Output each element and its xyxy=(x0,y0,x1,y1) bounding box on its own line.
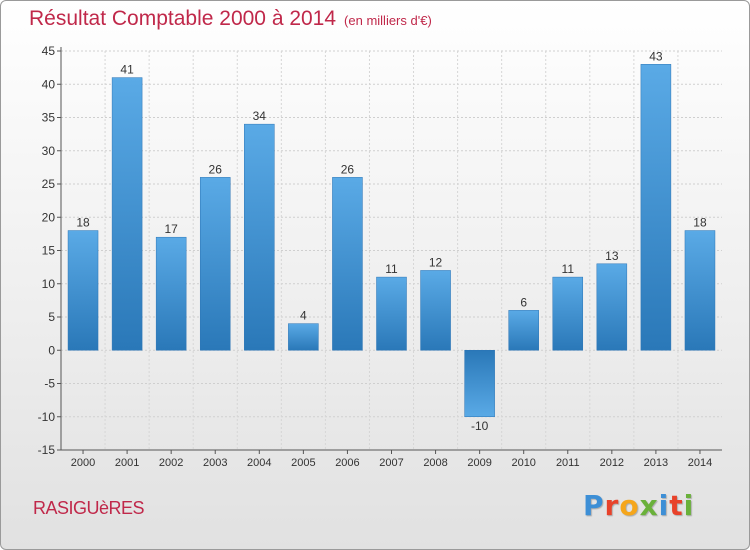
value-label: 43 xyxy=(649,49,663,63)
y-tick-label: 20 xyxy=(42,210,56,224)
value-label: 26 xyxy=(341,162,355,176)
logo-letter: i xyxy=(658,489,670,522)
x-tick-label: 2008 xyxy=(423,457,447,469)
proxiti-logo: Proxiti xyxy=(583,489,694,522)
x-tick-label: 2010 xyxy=(511,457,535,469)
bars xyxy=(67,64,716,417)
bar-2011 xyxy=(552,276,584,351)
y-tick-label: 40 xyxy=(42,77,56,91)
value-label: 12 xyxy=(429,255,443,269)
value-label: 13 xyxy=(605,249,619,263)
bar-2013 xyxy=(640,64,672,351)
x-tick-label: 2006 xyxy=(335,457,359,469)
value-label: 4 xyxy=(300,309,307,323)
chart-title: Résultat Comptable 2000 à 2014 (en millie… xyxy=(29,7,432,31)
bar-2003 xyxy=(199,177,231,351)
logo-letter: o xyxy=(619,489,640,522)
x-tick-label: 2002 xyxy=(159,457,183,469)
y-tick-label: 45 xyxy=(42,44,56,58)
grid-lines xyxy=(61,50,722,451)
value-label: 18 xyxy=(76,216,90,230)
y-tick-label: -15 xyxy=(38,443,56,457)
y-tick-label: 25 xyxy=(42,177,56,191)
bar-2000 xyxy=(67,230,99,351)
chart-subtitle: (en milliers d'€) xyxy=(344,13,432,28)
y-tick-label: 5 xyxy=(48,310,55,324)
value-label: 18 xyxy=(693,216,707,230)
chart-title-text: Résultat Comptable 2000 à 2014 xyxy=(29,7,337,30)
value-label: 17 xyxy=(164,222,178,236)
y-tick-label: 10 xyxy=(42,277,56,291)
bar-2010 xyxy=(508,310,539,351)
bar-2002 xyxy=(155,236,187,351)
x-tick-label: 2012 xyxy=(600,457,624,469)
logo-letter: r xyxy=(604,489,620,522)
logo-letter: P xyxy=(583,489,605,522)
x-tick-label: 2003 xyxy=(203,457,227,469)
x-tick-label: 2001 xyxy=(115,457,139,469)
value-label: 34 xyxy=(253,109,267,123)
x-tick-label: 2007 xyxy=(379,457,403,469)
bar-2005 xyxy=(288,323,319,351)
x-tick-label: 2014 xyxy=(688,457,712,469)
x-tick-label: 2004 xyxy=(247,457,271,469)
value-label: -10 xyxy=(471,419,489,433)
bar-2009 xyxy=(464,350,495,417)
logo-letter: i xyxy=(683,489,695,522)
value-label: 26 xyxy=(209,162,223,176)
y-tick-label: 30 xyxy=(42,144,56,158)
logo-letter: t xyxy=(669,489,684,522)
y-tick-label: -10 xyxy=(38,410,56,424)
bar-2001 xyxy=(111,77,143,351)
bar-2008 xyxy=(420,270,451,351)
bar-2004 xyxy=(244,123,275,351)
logo-letter: x xyxy=(639,489,659,522)
value-label: 6 xyxy=(520,295,527,309)
axes: -15 -10 -5 0 5 10 15 20 25 30 35 40 45 xyxy=(38,44,722,457)
y-tick-label: 15 xyxy=(42,244,56,258)
x-tick-label: 2013 xyxy=(644,457,668,469)
x-tick-label: 2011 xyxy=(556,457,580,469)
x-tick-label: 2000 xyxy=(71,457,95,469)
town-name: RASIGUèRES xyxy=(33,498,145,518)
bar-2007 xyxy=(376,276,407,351)
y-tick-label: 35 xyxy=(42,111,56,125)
y-tick-label: -5 xyxy=(44,377,55,391)
bar-2006 xyxy=(332,177,363,351)
bar-2012 xyxy=(596,263,628,351)
value-label: 41 xyxy=(120,63,134,77)
labels: 18 2000 41 2001 17 2002 26 2003 34 2004 4 2005 26 200… xyxy=(71,49,712,469)
y-tick-label: 0 xyxy=(48,343,55,357)
bar-2014 xyxy=(684,230,716,351)
value-label: 11 xyxy=(562,262,575,276)
x-tick-label: 2009 xyxy=(467,457,491,469)
value-label: 11 xyxy=(385,262,398,276)
x-tick-label: 2005 xyxy=(291,457,315,469)
